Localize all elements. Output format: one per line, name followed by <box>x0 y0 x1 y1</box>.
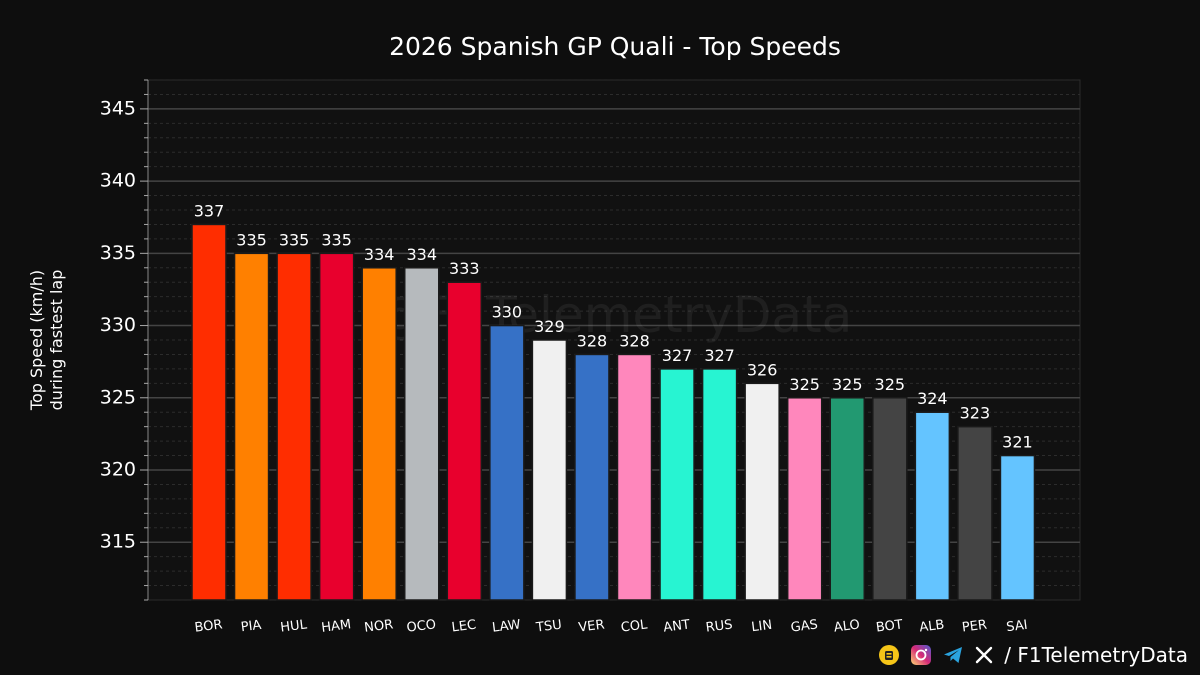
bar-pia <box>233 252 270 601</box>
bar-value-label: 327 <box>704 346 735 365</box>
x-tick-label: LAW <box>491 617 521 635</box>
x-tick-label: OCO <box>406 617 437 635</box>
telegram-icon[interactable] <box>942 644 964 666</box>
bar-lin <box>744 382 780 601</box>
x-tick-label: GAS <box>790 617 819 635</box>
bar-bor <box>191 223 227 601</box>
social-handle[interactable]: / F1TelemetryData <box>1004 643 1188 667</box>
bar-law <box>489 324 525 601</box>
y-tick-label: 330 <box>100 314 136 336</box>
bar-value-label: 321 <box>1002 433 1033 452</box>
bar-value-label: 330 <box>492 303 523 322</box>
telegram-yellow-icon[interactable] <box>878 644 900 666</box>
x-tick-label: NOR <box>363 617 394 635</box>
y-tick-label: 345 <box>100 97 136 119</box>
x-tick-label: BOR <box>194 617 224 635</box>
bar-nor <box>361 267 397 601</box>
x-icon[interactable] <box>974 645 994 665</box>
x-tick-label: LEC <box>451 618 477 636</box>
bar-ham <box>318 252 355 601</box>
x-tick-label: ALB <box>919 618 946 636</box>
x-tick-label: COL <box>620 617 649 635</box>
bar-value-label: 329 <box>534 317 565 336</box>
x-tick-label: LIN <box>750 618 772 635</box>
bar-rus <box>701 368 738 601</box>
bar-alb <box>914 411 951 601</box>
bar-per <box>957 425 993 601</box>
bar-value-label: 327 <box>662 346 693 365</box>
x-tick-label: VER <box>578 617 606 635</box>
bar-alo <box>829 397 865 601</box>
bar-value-label: 325 <box>832 375 863 394</box>
bar-value-label: 335 <box>321 230 352 249</box>
y-tick-label: 325 <box>100 386 136 408</box>
bar-tsu <box>531 339 568 601</box>
x-tick-label: HAM <box>320 617 351 636</box>
bar-hul <box>276 252 312 601</box>
bar-col <box>616 353 653 601</box>
bar-value-label: 324 <box>917 389 948 408</box>
x-tick-label: BOT <box>875 617 904 635</box>
bar-gas <box>786 397 823 601</box>
y-tick-label: 340 <box>100 170 136 192</box>
chart-title: 2026 Spanish GP Quali - Top Speeds <box>389 32 841 61</box>
y-tick-label: 320 <box>100 459 136 481</box>
bar-lec <box>446 281 483 601</box>
instagram-icon[interactable] <box>910 644 932 666</box>
x-tick-label: ALO <box>833 618 861 636</box>
bar-oco <box>404 267 440 601</box>
y-tick-label: 335 <box>100 242 136 264</box>
bar-value-label: 334 <box>406 245 437 264</box>
bar-value-label: 328 <box>577 331 608 350</box>
bar-value-label: 323 <box>960 404 991 423</box>
bar-value-label: 337 <box>194 201 225 220</box>
bar-value-label: 335 <box>236 230 267 249</box>
bar-value-label: 328 <box>619 331 650 350</box>
x-tick-label: TSU <box>534 618 562 636</box>
x-tick-label: HUL <box>280 617 309 635</box>
x-tick-label: PER <box>961 618 988 636</box>
bar-value-label: 335 <box>279 230 310 249</box>
bar-value-label: 325 <box>789 375 820 394</box>
bar-value-label: 333 <box>449 259 480 278</box>
footer: / F1TelemetryData <box>878 643 1188 667</box>
x-tick-label: RUS <box>705 617 733 635</box>
bar-ver <box>574 353 610 601</box>
bar-value-label: 325 <box>875 375 906 394</box>
x-tick-label: SAI <box>1006 618 1029 635</box>
bar-bot <box>872 397 908 601</box>
bar-value-label: 326 <box>747 360 778 379</box>
y-axis-label-line2: during fastest lap <box>47 270 66 411</box>
x-tick-label: ANT <box>663 617 691 635</box>
bar-value-label: 334 <box>364 245 395 264</box>
y-axis-label-line1: Top Speed (km/h) <box>27 270 46 411</box>
x-tick-label: PIA <box>240 618 262 635</box>
bar-ant <box>659 368 695 601</box>
y-tick-label: 315 <box>100 531 136 553</box>
bar-sai <box>999 454 1036 601</box>
